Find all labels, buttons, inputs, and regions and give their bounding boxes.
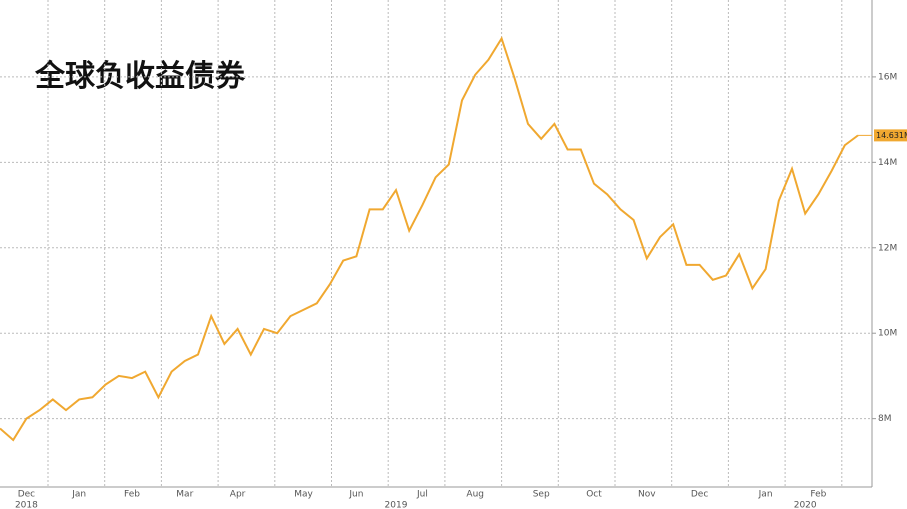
x-tick-label: Dec [18,490,35,500]
year-label: 2018 [15,501,38,509]
y-tick-label: 10M [878,329,897,339]
x-tick-label: Feb [810,490,826,500]
x-tick-label: Jan [758,490,773,500]
x-tick-label: Jul [416,490,428,500]
x-tick-label: Feb [124,490,140,500]
x-tick-label: Apr [230,490,246,500]
data-line [0,36,859,442]
x-tick-label: May [294,490,313,500]
y-tick-label: 14M [878,158,897,168]
y-tick-label: 8M [878,414,892,424]
x-tick-label: Mar [176,490,193,500]
x-tick-label: Oct [586,490,602,500]
year-label: 2020 [794,501,817,509]
x-tick-label: Aug [466,490,484,500]
x-tick-label: Jun [348,490,363,500]
y-tick-label: 16M [878,72,897,82]
year-label: 2019 [385,501,408,509]
x-tick-label: Dec [691,490,708,500]
last-value-box [874,129,907,142]
y-tick-label: 12M [878,243,897,253]
last-value-label: 14.631M [876,131,907,140]
x-tick-label: Jan [71,490,86,500]
x-tick-label: Sep [533,490,550,500]
x-tick-label: Nov [638,490,656,500]
